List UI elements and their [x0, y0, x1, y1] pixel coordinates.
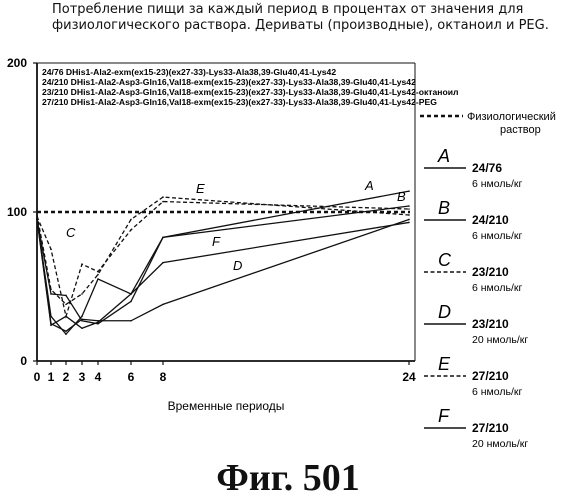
- data-point-f: [81, 316, 83, 318]
- data-point-e: [97, 274, 99, 276]
- legend-letter-d: D: [438, 302, 451, 322]
- data-point-c: [65, 316, 67, 318]
- series-line-c: [37, 202, 409, 317]
- legend-code-f: 27/210: [472, 421, 509, 435]
- data-point-b: [81, 327, 83, 329]
- data-point-a: [50, 293, 52, 295]
- legend-dose-d: 20 нмоль/кг: [472, 334, 528, 346]
- legend-code-d: 23/210: [472, 317, 509, 331]
- figure-label: Фиг. 501: [0, 456, 576, 500]
- data-point-c: [130, 229, 132, 231]
- data-point-d: [408, 219, 410, 221]
- data-point-d: [162, 304, 164, 306]
- data-point-e: [65, 304, 67, 306]
- data-point-f: [65, 333, 67, 335]
- x-axis-label: Временные периоды: [168, 399, 285, 413]
- data-point-e: [162, 196, 164, 198]
- data-point-f: [50, 316, 52, 318]
- compound-description: 24/76 DHis1-Ala2-exm(ex15-23)(ex27-33)-L…: [42, 67, 336, 77]
- y-tick-label: 0: [20, 354, 27, 368]
- data-point-b: [162, 237, 164, 239]
- x-tick-label: 0: [34, 370, 41, 384]
- data-point-d: [97, 320, 99, 322]
- data-point-e: [130, 219, 132, 221]
- data-point-b: [97, 321, 99, 323]
- legend-letter-e: E: [438, 354, 451, 374]
- data-point-d: [65, 330, 67, 332]
- series-label-b: B: [397, 189, 406, 204]
- legend-letter-f: F: [438, 406, 450, 426]
- legend-letter-c: C: [438, 250, 452, 270]
- data-point-e: [408, 214, 410, 216]
- data-point-c: [50, 248, 52, 250]
- data-point-c: [408, 208, 410, 210]
- x-tick-label: 2: [63, 370, 70, 384]
- compound-description: 23/210 DHis1-Ala2-Asp3-Gln16,Val18-exm(e…: [42, 87, 458, 97]
- line-chart: 0100200 012346824 24/76 DHis1-Ala2-exm(e…: [0, 0, 576, 450]
- data-point-f: [97, 278, 99, 280]
- series-line-b: [37, 206, 409, 328]
- data-point-a: [130, 301, 132, 303]
- data-point-b: [408, 205, 410, 207]
- legend-dose-c: 6 нмоль/кг: [472, 282, 522, 294]
- data-point-c: [81, 263, 83, 265]
- compound-description: 27/210 DHis1-Ala2-Asp3-Gln16,Val18-exm(e…: [42, 97, 437, 107]
- x-tick-label: 3: [79, 370, 86, 384]
- series-line-d: [37, 218, 409, 331]
- data-point-f: [408, 222, 410, 224]
- data-point-e: [81, 293, 83, 295]
- legend-code-b: 24/210: [472, 213, 509, 227]
- data-point-f: [36, 219, 38, 221]
- legend-code-e: 27/210: [472, 369, 509, 383]
- x-tick-label: 24: [402, 370, 416, 384]
- data-point-c: [162, 201, 164, 203]
- x-tick-label: 8: [160, 370, 167, 384]
- data-point-f: [130, 293, 132, 295]
- compound-description: 24/210 DHis1-Ala2-Asp3-Gln16,Val18-exm(e…: [42, 77, 416, 87]
- legend-letter-a: A: [437, 146, 450, 166]
- y-tick-label: 100: [7, 205, 27, 219]
- legend-label-saline-2: раствор: [500, 124, 541, 136]
- legend-dose-b: 6 нмоль/кг: [472, 230, 522, 242]
- data-point-a: [65, 295, 67, 297]
- legend-dose-a: 6 нмоль/кг: [472, 178, 522, 190]
- series-label-d: D: [233, 258, 242, 273]
- data-point-d: [130, 320, 132, 322]
- legend-letter-b: B: [438, 198, 450, 218]
- series-label-f: F: [212, 234, 221, 249]
- x-tick-label: 1: [48, 370, 55, 384]
- data-point-a: [97, 323, 99, 325]
- legend-code-c: 23/210: [472, 265, 509, 279]
- data-point-e: [36, 214, 38, 216]
- legend-dose-f: 20 нмоль/кг: [472, 438, 528, 450]
- y-tick-label: 200: [7, 56, 27, 70]
- series-label-e: E: [196, 181, 205, 196]
- legend-label-saline: Физиологический: [467, 111, 556, 123]
- data-point-c: [97, 271, 99, 273]
- series-line-f: [37, 219, 409, 334]
- data-point-d: [50, 323, 52, 325]
- data-point-e: [50, 289, 52, 291]
- series-label-c: C: [66, 225, 76, 240]
- data-point-d: [81, 318, 83, 320]
- x-tick-label: 4: [95, 370, 102, 384]
- data-point-f: [162, 262, 164, 264]
- x-tick-label: 6: [128, 370, 135, 384]
- legend-dose-e: 6 нмоль/кг: [472, 386, 522, 398]
- series-label-a: A: [364, 178, 374, 193]
- legend-code-a: 24/76: [472, 161, 502, 175]
- data-point-a: [408, 190, 410, 192]
